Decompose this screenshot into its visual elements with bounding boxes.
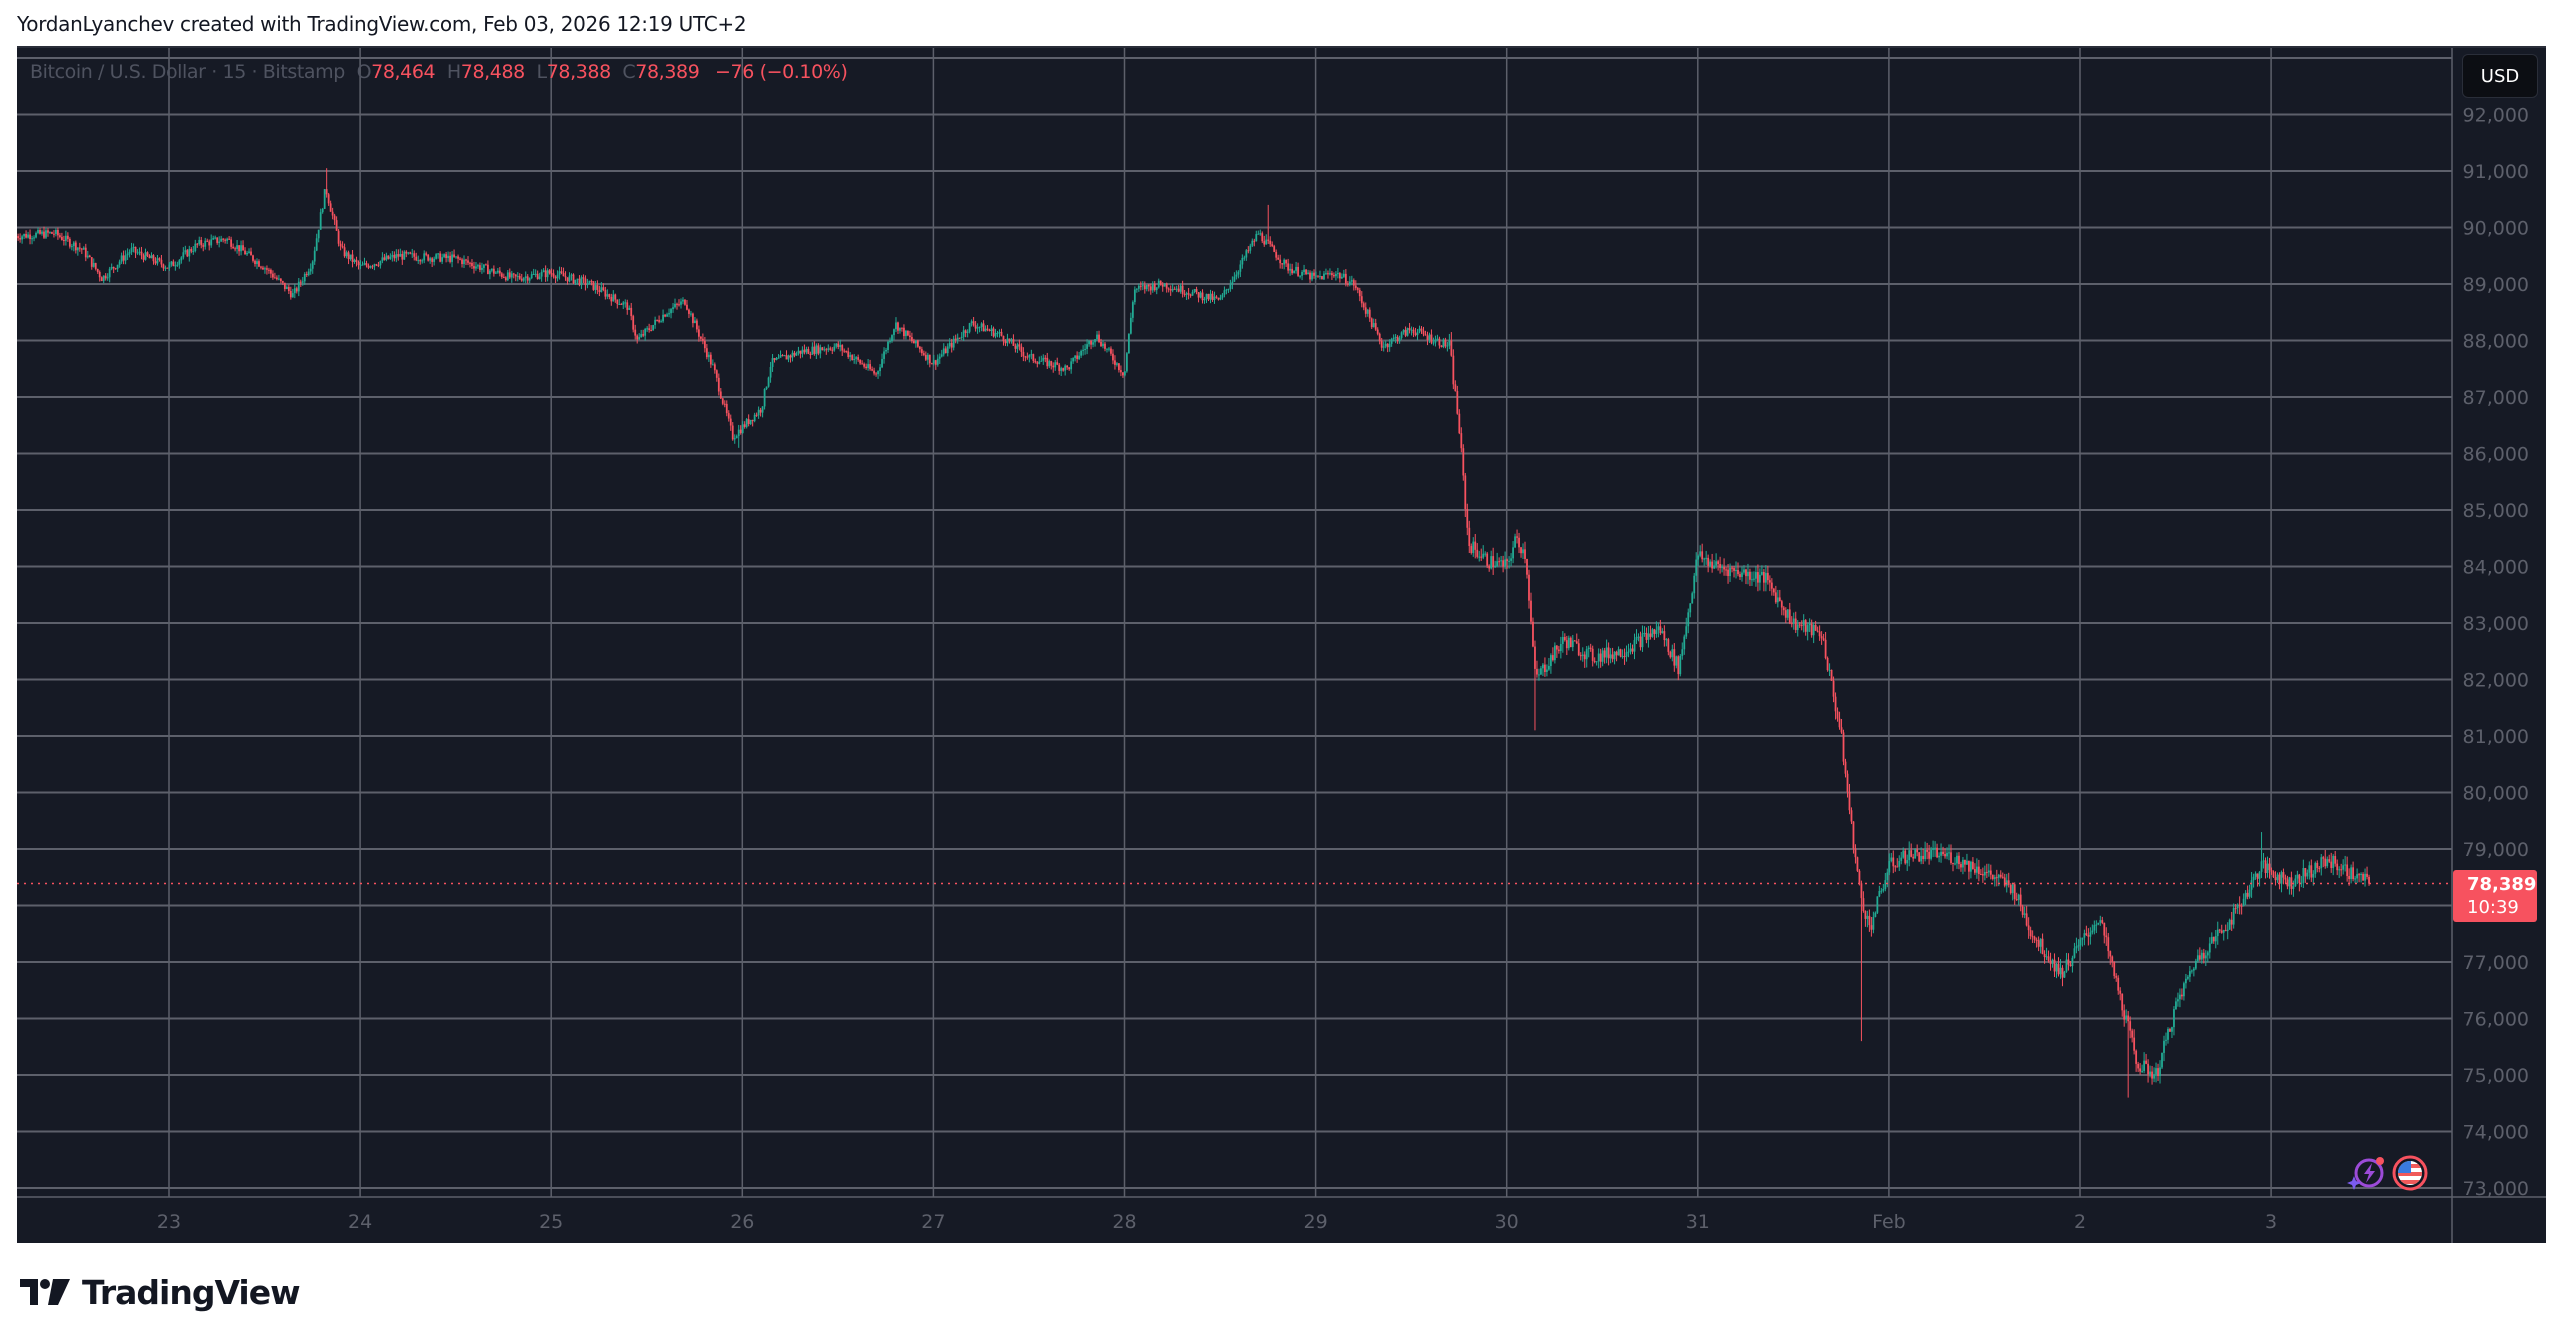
change-value: −76 (−0.10%) (715, 61, 848, 83)
close-label: C (622, 61, 636, 83)
lightning-sparkle-icon[interactable] (2347, 1155, 2387, 1191)
price-axis-label: 83,000 (2463, 613, 2529, 635)
low-value: 78,388 (546, 61, 611, 83)
price-axis-label: 88,000 (2463, 331, 2529, 353)
time-axis-label: 31 (1686, 1211, 1710, 1233)
chart-attribution: YordanLyanchev created with TradingView.… (17, 12, 747, 36)
price-axis-label: 75,000 (2463, 1065, 2529, 1087)
tradingview-logo[interactable]: TradingView (20, 1272, 301, 1312)
price-axis-label: 92,000 (2463, 105, 2529, 127)
time-axis-label: 23 (157, 1211, 181, 1233)
price-axis-label: 87,000 (2463, 387, 2529, 409)
price-axis-label: 90,000 (2463, 218, 2529, 240)
time-axis-label: 3 (2265, 1211, 2277, 1233)
candlestick-chart[interactable]: 92,000 91,000 90,000 89,000 88,000 87,000 86,0… (17, 48, 2546, 1243)
tradingview-logo-icon (20, 1279, 70, 1305)
price-axis-label: 77,000 (2463, 952, 2529, 974)
price-axis[interactable]: 92,000 91,000 90,000 89,000 88,000 87,000 86,0… (2463, 105, 2529, 1201)
price-axis-label: 82,000 (2463, 670, 2529, 692)
symbol-title[interactable]: Bitcoin / U.S. Dollar · 15 · Bitstamp (30, 61, 345, 83)
currency-button[interactable]: USD (2462, 54, 2538, 98)
tradingview-logo-text: TradingView (82, 1272, 301, 1312)
price-axis-label: 89,000 (2463, 274, 2529, 296)
price-axis-label: 74,000 (2463, 1122, 2529, 1144)
price-axis-label: 80,000 (2463, 783, 2529, 805)
price-axis-label: 81,000 (2463, 726, 2529, 748)
close-value: 78,389 (635, 61, 700, 83)
time-axis-label: 28 (1112, 1211, 1136, 1233)
us-flag-icon[interactable] (2392, 1155, 2428, 1191)
time-axis-label: 2 (2074, 1211, 2086, 1233)
price-axis-label: 84,000 (2463, 557, 2529, 579)
bar-countdown: 10:39 (2467, 896, 2519, 918)
open-label: O (356, 61, 372, 83)
time-axis-label: 27 (921, 1211, 945, 1233)
last-price-tag: 78,389 10:39 (2453, 869, 2537, 922)
time-axis[interactable]: 23 24 25 26 27 28 29 30 31 Feb 2 3 (157, 1211, 2277, 1233)
price-axis-label: 85,000 (2463, 500, 2529, 522)
grid-lines (17, 48, 2452, 1197)
time-axis-label: Feb (1872, 1211, 1906, 1233)
open-value: 78,464 (371, 61, 436, 83)
price-axis-label: 76,000 (2463, 1009, 2529, 1031)
high-value: 78,488 (460, 61, 525, 83)
price-axis-label: 91,000 (2463, 161, 2529, 183)
price-axis-label: 79,000 (2463, 839, 2529, 861)
time-axis-label: 26 (730, 1211, 754, 1233)
time-axis-label: 30 (1495, 1211, 1519, 1233)
chart-panel[interactable]: 92,000 91,000 90,000 89,000 88,000 87,000 86,0… (17, 46, 2546, 1243)
price-axis-label: 86,000 (2463, 444, 2529, 466)
last-price-value: 78,389 (2467, 873, 2537, 895)
candles (17, 168, 2370, 1098)
high-label: H (446, 61, 461, 83)
time-axis-label: 25 (539, 1211, 563, 1233)
time-axis-label: 24 (348, 1211, 372, 1233)
time-axis-label: 29 (1304, 1211, 1328, 1233)
symbol-legend: Bitcoin / U.S. Dollar · 15 · Bitstamp O7… (30, 61, 848, 83)
price-axis-label: 73,000 (2463, 1178, 2529, 1200)
low-label: L (536, 61, 548, 83)
